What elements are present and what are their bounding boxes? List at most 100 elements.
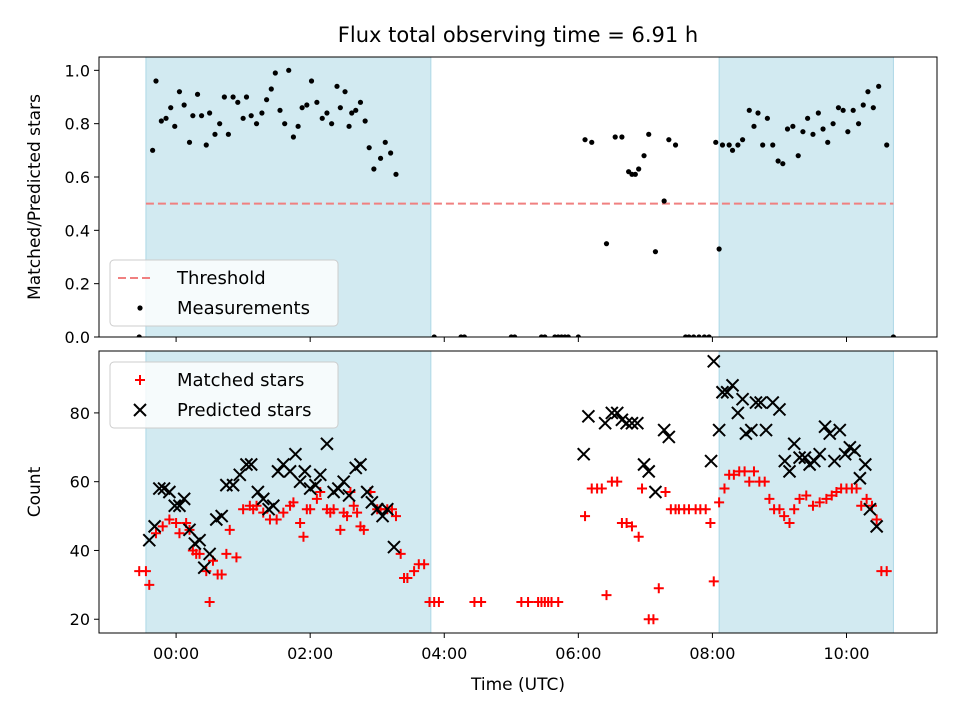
predicted-star-point bbox=[749, 395, 763, 410]
x-tick-label: 06:00 bbox=[555, 644, 601, 663]
y-tick-label: 60 bbox=[70, 473, 90, 492]
matched-star-point bbox=[821, 493, 832, 504]
measurement-point bbox=[661, 198, 667, 204]
predicted-star-point bbox=[823, 426, 837, 441]
matched-star-point bbox=[774, 504, 785, 515]
measurement-point bbox=[240, 115, 246, 121]
legend-label: Measurements bbox=[177, 298, 310, 319]
predicted-star-point bbox=[707, 354, 721, 369]
matched-star-point bbox=[580, 511, 591, 522]
measurement-point bbox=[346, 123, 352, 129]
predicted-star-point bbox=[162, 485, 177, 499]
measurement-point bbox=[890, 334, 897, 337]
measurement-point bbox=[431, 334, 437, 337]
measurement-point bbox=[646, 131, 652, 137]
matched-star-point bbox=[881, 566, 892, 577]
measurement-point bbox=[751, 123, 757, 129]
predicted-star-point bbox=[759, 423, 773, 437]
legend-box bbox=[109, 259, 339, 327]
matched-star-point bbox=[395, 548, 406, 559]
count-panel: 20 40 60 80 00:00 02:00 04:00 06:00 08:00 10:00 Co… bbox=[25, 350, 938, 663]
measurement-point bbox=[319, 115, 325, 121]
x-tick-label: 10:00 bbox=[823, 644, 869, 663]
matched-star-point bbox=[164, 514, 175, 525]
measurement-point bbox=[784, 126, 791, 132]
measurement-point bbox=[186, 139, 193, 145]
measurement-point bbox=[136, 334, 142, 337]
legend-label: Matched stars bbox=[177, 370, 304, 391]
measurement-point bbox=[790, 123, 796, 129]
matched-star-point bbox=[201, 566, 212, 577]
matched-star-point bbox=[224, 524, 235, 535]
matched-star-point bbox=[705, 517, 716, 528]
predicted-star-point bbox=[792, 450, 807, 465]
measurement-point bbox=[641, 153, 647, 159]
predicted-star-point bbox=[863, 502, 877, 516]
predicted-star-point bbox=[233, 468, 247, 482]
predicted-star-point bbox=[147, 519, 162, 534]
matched-star-point bbox=[171, 517, 182, 528]
measurement-point bbox=[820, 126, 826, 132]
predicted-star-point bbox=[838, 447, 852, 461]
predicted-star-point bbox=[598, 416, 612, 430]
x-tick-label: 08:00 bbox=[689, 644, 735, 663]
measurement-point bbox=[565, 334, 571, 337]
x-axis-label: Time (UTC) bbox=[470, 675, 565, 695]
matched-star-point bbox=[637, 483, 648, 494]
measurement-point bbox=[755, 110, 761, 116]
measurement-point bbox=[603, 241, 610, 247]
measurement-point bbox=[329, 121, 335, 127]
measurement-point bbox=[243, 94, 250, 100]
counts-points bbox=[134, 354, 892, 625]
measurement-point bbox=[860, 102, 866, 108]
matched-star-point bbox=[251, 500, 262, 511]
measurement-point bbox=[203, 142, 209, 148]
matched-star-point bbox=[748, 466, 759, 477]
legend-plus-swatch bbox=[135, 375, 145, 385]
predicted-star-point bbox=[619, 416, 634, 430]
y-tick-label: 0.4 bbox=[65, 221, 90, 240]
matched-star-point bbox=[358, 524, 369, 535]
y-tick-label: 0.0 bbox=[65, 328, 90, 347]
predicted-star-point bbox=[283, 464, 297, 479]
measurement-point bbox=[371, 166, 377, 172]
predicted-star-point bbox=[725, 378, 740, 393]
measurement-point bbox=[268, 86, 274, 92]
matched-star-point bbox=[714, 497, 725, 508]
measurement-point bbox=[845, 129, 851, 135]
measurement-point bbox=[810, 131, 816, 137]
matched-star-point bbox=[612, 476, 623, 487]
matched-star-point bbox=[238, 504, 249, 515]
measurement-point bbox=[290, 134, 297, 140]
measurement-point bbox=[840, 107, 846, 113]
legend-box bbox=[109, 361, 339, 429]
ratio-y-label: Matched/Predicted stars bbox=[25, 94, 45, 300]
predicted-star-point bbox=[192, 533, 207, 547]
matched-star-point bbox=[789, 504, 800, 515]
matched-star-point bbox=[476, 597, 487, 608]
measurement-point bbox=[575, 334, 581, 337]
matched-star-point bbox=[871, 514, 882, 525]
matched-star-point bbox=[194, 548, 205, 559]
matched-star-point bbox=[851, 483, 862, 494]
measurement-point bbox=[194, 91, 201, 97]
predicted-star-point bbox=[807, 454, 822, 468]
legend-x-swatch bbox=[133, 403, 147, 417]
y-tick-label: 0.8 bbox=[65, 115, 90, 134]
predicted-star-point bbox=[798, 450, 812, 465]
matched-star-point bbox=[204, 597, 215, 608]
matched-star-point bbox=[311, 493, 322, 504]
predicted-star-point bbox=[288, 447, 303, 461]
matched-star-point bbox=[648, 614, 659, 625]
matched-star-point bbox=[216, 569, 227, 580]
measurement-point bbox=[324, 110, 330, 116]
measurement-point bbox=[304, 102, 310, 108]
matched-star-point bbox=[553, 597, 564, 608]
matched-star-point bbox=[348, 500, 359, 511]
predicted-star-point bbox=[226, 478, 240, 492]
matched-star-point bbox=[728, 469, 739, 480]
matched-star-point bbox=[764, 493, 775, 504]
measurement-point bbox=[815, 110, 821, 116]
matched-star-point bbox=[779, 511, 790, 522]
measurement-point bbox=[248, 113, 254, 119]
